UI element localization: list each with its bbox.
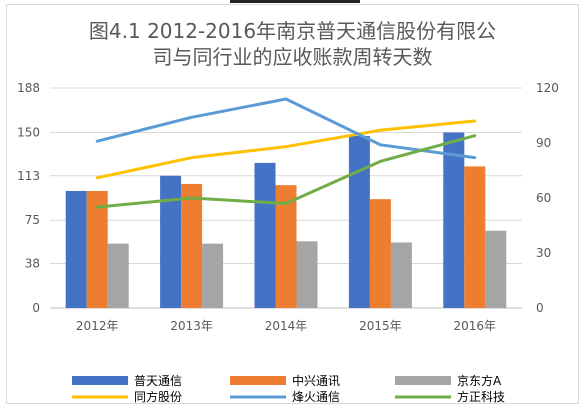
- series-line: [95, 97, 477, 160]
- series-line: [95, 119, 477, 180]
- bar: [464, 166, 486, 308]
- right-axis-tick: 90: [536, 136, 551, 150]
- left-axis-tick: 38: [25, 257, 40, 271]
- chart-title-line-1: 图4.1 2012-2016年南京普天通信股份有限公: [88, 19, 497, 43]
- series-line: [95, 134, 477, 209]
- bar: [296, 241, 318, 308]
- left-axis-tick: 75: [25, 213, 40, 227]
- legend-swatch: [395, 376, 451, 385]
- bar: [275, 185, 297, 308]
- chart-title-line-2: 司与同行业的应收账款周转天数: [152, 45, 433, 69]
- right-axis-tick: 120: [536, 81, 559, 95]
- chart-title: 图4.1 2012-2016年南京普天通信股份有限公 司与同行业的应收账款周转天…: [0, 18, 585, 70]
- top-edge-mark: [230, 0, 360, 3]
- legend-label: 京东方A: [457, 373, 502, 388]
- bar: [348, 135, 370, 308]
- right-axis-tick: 0: [536, 301, 544, 315]
- bar: [202, 243, 224, 308]
- legend-label: 普天通信: [134, 374, 182, 388]
- bar: [443, 132, 465, 308]
- bar: [107, 243, 129, 308]
- bar: [254, 162, 276, 308]
- x-axis-tick: 2012年: [76, 319, 119, 333]
- bar: [65, 190, 87, 308]
- legend-label: 方正科技: [457, 389, 505, 404]
- right-axis-tick: 30: [536, 246, 551, 260]
- right-axis-tick: 60: [536, 191, 551, 205]
- bar: [181, 183, 203, 308]
- x-axis-tick: 2016年: [454, 319, 497, 333]
- x-axis-tick: 2014年: [265, 319, 308, 333]
- left-axis-tick: 113: [17, 169, 40, 183]
- left-axis-tick: 0: [32, 301, 40, 315]
- bar: [390, 242, 412, 308]
- bar: [369, 199, 391, 308]
- x-axis-tick: 2015年: [359, 319, 402, 333]
- legend-label: 同方股份: [134, 389, 182, 404]
- bar: [485, 230, 507, 308]
- bar: [86, 190, 108, 308]
- legend-label: 烽火通信: [292, 390, 340, 404]
- legend-label: 中兴通讯: [292, 373, 340, 388]
- legend-swatch: [230, 376, 286, 385]
- bar: [160, 175, 182, 308]
- left-axis-tick: 188: [17, 81, 40, 95]
- x-axis-tick: 2013年: [170, 319, 213, 333]
- legend-swatch: [72, 376, 128, 385]
- left-axis-tick: 150: [17, 125, 40, 139]
